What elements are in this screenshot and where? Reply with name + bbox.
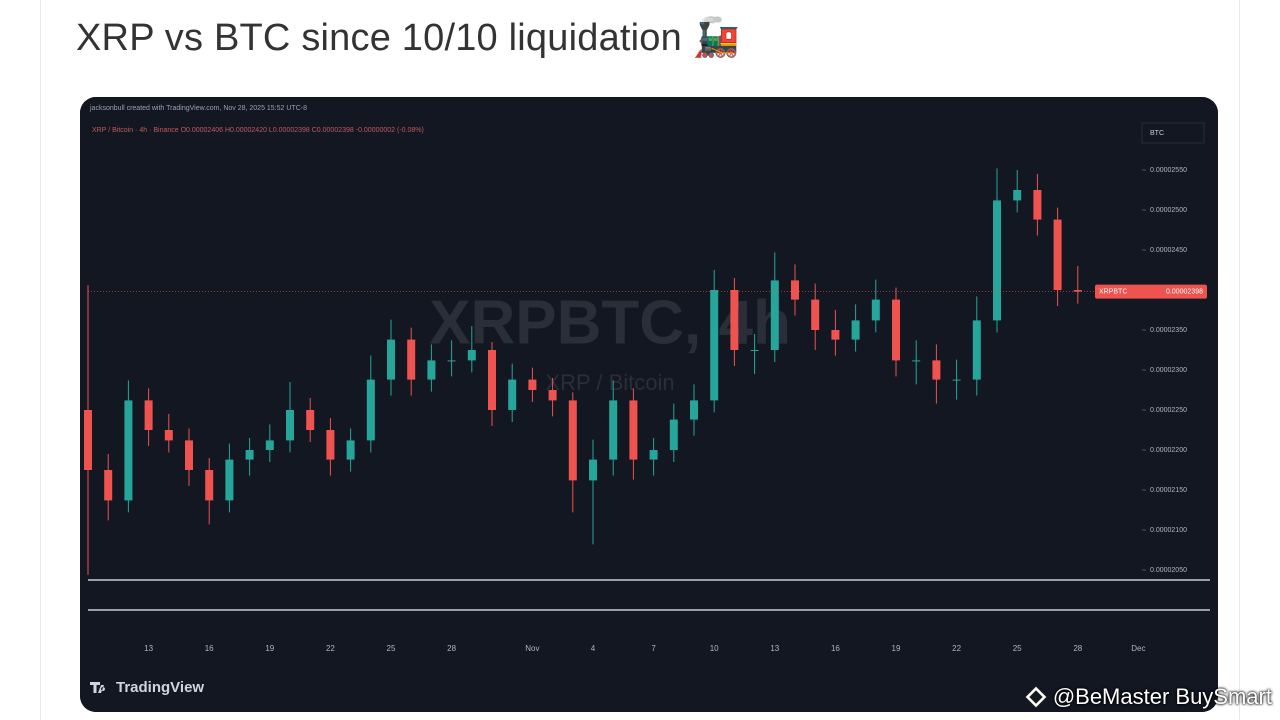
y-tick-label: 0.00002300 <box>1150 367 1187 374</box>
x-tick-label: 7 <box>651 644 656 653</box>
candle-body <box>831 330 840 340</box>
post-title: XRP vs BTC since 10/10 liquidation 🚂 <box>76 17 741 59</box>
x-tick-label: Nov <box>525 644 539 653</box>
x-tick-label: 4 <box>591 644 596 653</box>
candle-body <box>407 339 416 380</box>
candle-body <box>467 350 476 361</box>
y-tick-label: 0.00002200 <box>1150 447 1187 454</box>
candle-body <box>366 379 375 441</box>
y-tick-label: 0.00002550 <box>1150 167 1187 174</box>
chart-legend: XRP / Bitcoin · 4h · Binance O0.00002406… <box>92 127 424 134</box>
x-tick-label: 25 <box>387 644 396 653</box>
candle-body <box>326 430 335 460</box>
x-tick-label: 22 <box>952 644 961 653</box>
unit-box <box>1141 122 1205 144</box>
candle-body <box>427 360 436 380</box>
credit-icon <box>1024 685 1048 709</box>
x-tick-label: 16 <box>831 644 840 653</box>
axis-unit: BTC <box>1150 130 1164 137</box>
x-tick-label: 25 <box>1013 644 1022 653</box>
y-tick-label: 0.00002100 <box>1150 527 1187 534</box>
y-tick-label: 0.00002250 <box>1150 407 1187 414</box>
candle-body <box>851 320 860 340</box>
candle-body <box>710 290 719 401</box>
candle-body <box>811 299 820 330</box>
credit-diamond <box>1024 685 1048 709</box>
candle-body <box>649 450 658 460</box>
x-tick-label: 13 <box>144 644 153 653</box>
candle-body <box>1013 190 1022 201</box>
candle-body <box>265 440 274 450</box>
x-tick-label: 22 <box>326 644 335 653</box>
candle-body <box>488 350 496 410</box>
y-tick-label: 0.00002500 <box>1150 207 1187 214</box>
price-tag-symbol: XRPBTC <box>1099 288 1127 295</box>
candle-body <box>124 400 133 501</box>
candle-body <box>871 299 880 321</box>
y-tick-label: 0.00002150 <box>1150 487 1187 494</box>
candle-body <box>770 280 779 350</box>
candle-body <box>144 400 153 430</box>
candle-body <box>912 360 921 362</box>
candle-body <box>447 360 456 362</box>
candle-body <box>104 470 113 501</box>
candle-body <box>387 339 395 380</box>
candle-body <box>568 400 577 481</box>
candle-body <box>892 299 900 361</box>
candle-body <box>346 440 355 460</box>
x-tick-label: 16 <box>205 644 214 653</box>
candle-body <box>629 400 638 460</box>
candle-body <box>972 320 981 380</box>
candle-body <box>730 290 739 350</box>
candle-body <box>750 350 759 351</box>
candle-body <box>185 440 193 470</box>
candle-body <box>286 410 294 441</box>
candle-body <box>548 390 557 401</box>
price-tag-value: 0.00002398 <box>1166 288 1203 295</box>
candle-body <box>245 450 254 460</box>
watermark-sub: XRP / Bitcoin <box>545 370 674 395</box>
candle-body <box>993 200 1001 321</box>
candle-body <box>508 379 517 410</box>
x-tick-label: 28 <box>447 644 456 653</box>
candle-body <box>1073 290 1082 292</box>
y-tick-label: 0.00002450 <box>1150 247 1187 254</box>
candle-body <box>164 430 173 441</box>
candle-body <box>225 459 234 501</box>
x-tick-label: Dec <box>1131 644 1145 653</box>
x-tick-label: 19 <box>892 644 901 653</box>
x-tick-label: 10 <box>710 644 719 653</box>
y-tick-label: 0.00002050 <box>1150 567 1187 574</box>
credit-text: @BeMaster BuySmart <box>1052 684 1272 709</box>
chart-header: jacksonbull created with TradingView.com… <box>89 105 307 112</box>
candle-body <box>1053 219 1062 290</box>
candle-body <box>669 419 678 450</box>
candle-body <box>528 379 537 390</box>
candle-body <box>609 400 618 460</box>
tv-logo: TradingView <box>90 679 204 696</box>
chart-image: jacksonbull created with TradingView.com… <box>80 97 1218 712</box>
candle-body <box>84 410 92 470</box>
candle-body <box>205 470 214 501</box>
candle-body <box>306 410 315 430</box>
x-tick-label: 19 <box>265 644 274 653</box>
chart-bg <box>80 97 1218 712</box>
x-tick-label: 28 <box>1073 644 1082 653</box>
candle-body <box>791 280 799 300</box>
tv-logo-icon <box>90 682 106 693</box>
price-tag <box>1095 284 1207 299</box>
candle-body <box>589 459 597 481</box>
brand: TradingView <box>116 679 204 696</box>
post-card <box>40 0 1240 720</box>
candle-body <box>932 360 941 380</box>
y-tick-label: 0.00002350 <box>1150 327 1187 334</box>
chart: jacksonbull created with TradingView.com… <box>80 97 1218 712</box>
credit: @BeMaster BuySmart <box>1023 684 1272 710</box>
x-tick-label: 13 <box>770 644 779 653</box>
candle-body <box>952 379 961 381</box>
candle-body <box>1033 190 1042 220</box>
candle-body <box>690 400 698 420</box>
